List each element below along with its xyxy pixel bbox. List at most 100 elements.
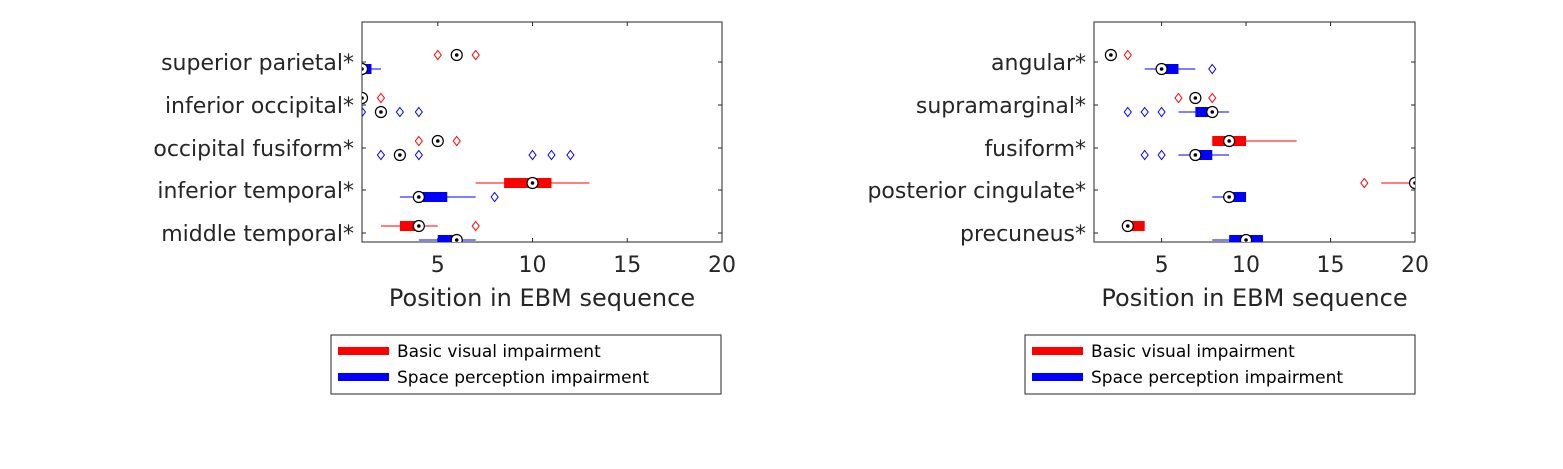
category-label: inferior occipital* [165, 94, 354, 119]
legend-swatch [338, 373, 389, 381]
outlier-marker [1123, 49, 1132, 61]
x-tick-label: 10 [519, 253, 547, 278]
box-space-perception [1212, 233, 1263, 242]
box-basic-visual [1121, 219, 1145, 233]
box-space-perception [1212, 190, 1247, 204]
outlier-marker [490, 191, 499, 203]
box-space-perception [362, 62, 381, 76]
x-tick-label: 10 [1232, 253, 1260, 278]
outlier-marker [376, 149, 386, 161]
median-dot [1159, 67, 1164, 71]
iqr-box [1195, 150, 1213, 160]
legend-label: Space perception impairment [1091, 368, 1343, 388]
legend-swatch [1032, 347, 1083, 355]
median-dot [454, 53, 459, 57]
legend-label: Basic visual impairment [1091, 342, 1295, 362]
category-label: middle temporal* [161, 222, 354, 247]
x-tick-label: 20 [708, 253, 736, 278]
median-dot [1244, 238, 1248, 242]
axes-frame [1093, 21, 1416, 243]
legend-label: Basic visual impairment [397, 342, 601, 362]
axes-frame [361, 21, 723, 243]
box-basic-visual [380, 219, 480, 233]
category-label: precuneus* [960, 222, 1086, 247]
box-basic-visual [414, 134, 461, 148]
median-circle [362, 91, 369, 105]
x-tick-label: 5 [431, 253, 445, 278]
iqr-box [418, 192, 448, 202]
legend: Basic visual impairment Space perception … [1024, 334, 1416, 395]
box-basic-visual [1212, 134, 1297, 148]
iqr-box [1161, 64, 1179, 74]
outlier-marker [528, 149, 537, 161]
outlier-marker [471, 49, 480, 61]
legend: Basic visual impairment Space perception … [330, 334, 722, 395]
outlier-marker [452, 135, 461, 147]
category-label: fusiform* [984, 137, 1086, 162]
outlier-marker [414, 135, 423, 147]
outlier-marker [1123, 106, 1132, 118]
median-dot [435, 139, 440, 143]
median-dot [454, 238, 459, 242]
legend-swatch [338, 347, 389, 355]
outlier-marker [1140, 149, 1149, 161]
median-dot [1210, 110, 1215, 114]
median-dot [1193, 96, 1198, 100]
box-space-perception [1144, 62, 1217, 76]
outlier-marker [414, 106, 423, 118]
outlier-marker [395, 106, 405, 118]
box-basic-visual [433, 48, 480, 62]
category-label: angular* [991, 51, 1086, 76]
outlier-marker [1140, 106, 1149, 118]
x-tick-label: 15 [1317, 253, 1345, 278]
outlier-marker [1360, 177, 1369, 189]
median-dot [417, 195, 421, 199]
outlier-marker [566, 149, 575, 161]
plot-area [1104, 48, 1415, 242]
outlier-marker [1208, 63, 1217, 75]
median-dot [1125, 224, 1130, 228]
left-boxplot-panel: 5 10 15 20 superior parietal* inferior occipi… [153, 21, 736, 395]
box-space-perception [362, 105, 423, 119]
right-boxplot-panel: 5 10 15 20 angular* supramarginal* fusiform* po… [867, 21, 1429, 395]
box-space-perception [376, 148, 575, 162]
category-label: superior parietal* [161, 51, 354, 76]
x-tick-label: 20 [1401, 253, 1429, 278]
box-space-perception [1140, 148, 1230, 162]
median-dot [417, 224, 421, 228]
x-tick-label: 5 [1155, 253, 1169, 278]
box-basic-visual [475, 176, 590, 190]
legend-label: Space perception impairment [397, 368, 649, 388]
legend-swatch [1032, 373, 1083, 381]
box-basic-visual [1360, 176, 1415, 190]
box-space-perception [1123, 105, 1230, 119]
outlier-marker [1174, 92, 1183, 104]
x-tick-label: 15 [613, 253, 641, 278]
box-space-perception [418, 233, 476, 242]
iqr-box [399, 221, 419, 231]
median-dot [1193, 153, 1198, 157]
outlier-marker [362, 106, 367, 118]
iqr-box [1229, 192, 1247, 202]
plot-area [362, 48, 590, 242]
median-dot [398, 153, 402, 157]
median-dot [379, 110, 383, 114]
median-circle [1408, 176, 1415, 190]
median-dot [1413, 181, 1415, 185]
category-label: posterior cingulate* [867, 179, 1086, 204]
category-label: supramarginal* [916, 94, 1086, 119]
iqr-box [1195, 107, 1213, 117]
outlier-marker [433, 49, 442, 61]
box-basic-visual [1104, 48, 1132, 62]
outlier-marker [1157, 106, 1166, 118]
outlier-marker [414, 149, 423, 161]
category-label: occipital fusiform* [153, 137, 354, 162]
iqr-box [437, 235, 457, 242]
median-dot [1227, 139, 1231, 143]
outlier-marker [1208, 92, 1217, 104]
box-space-perception [399, 190, 499, 204]
median-dot [362, 67, 364, 71]
iqr-box [1127, 221, 1145, 231]
median-dot [1109, 53, 1113, 57]
